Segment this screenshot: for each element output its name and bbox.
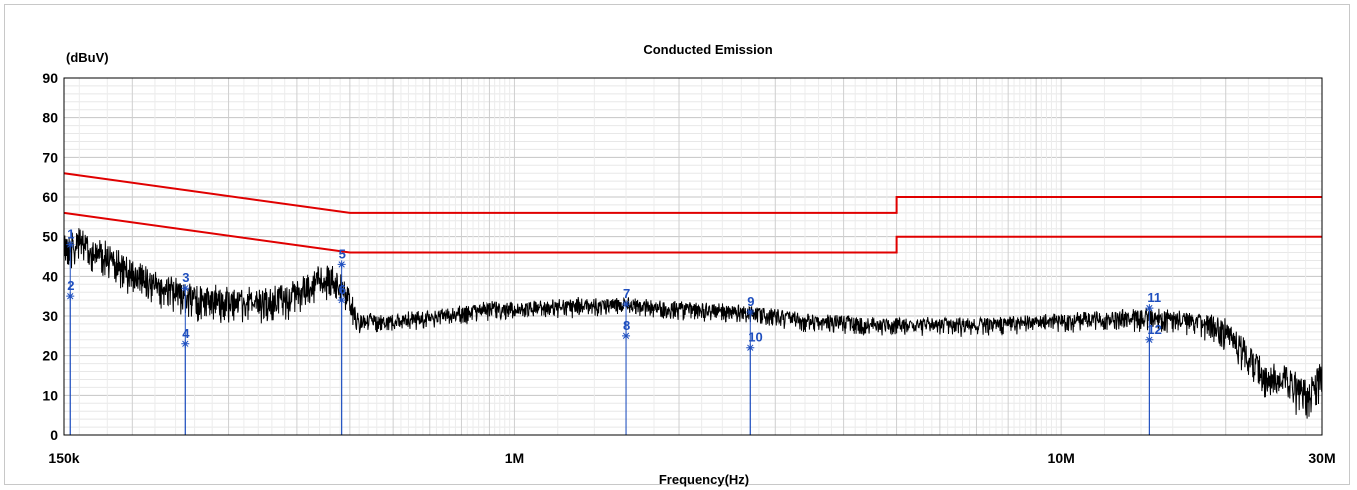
marker-point bbox=[746, 308, 755, 317]
marker-point bbox=[181, 284, 190, 293]
y-tick-label: 50 bbox=[42, 229, 58, 245]
marker-label: 7 bbox=[623, 286, 630, 301]
marker-label: 12 bbox=[1147, 322, 1161, 337]
x-tick-label: 1M bbox=[505, 450, 524, 466]
marker-point bbox=[1145, 335, 1154, 344]
marker-point bbox=[66, 240, 75, 249]
marker-label: 1 bbox=[67, 227, 74, 242]
plot-border bbox=[63, 77, 1323, 436]
marker-label: 5 bbox=[339, 246, 346, 261]
marker-label: 4 bbox=[182, 326, 190, 341]
limit-line bbox=[63, 172, 1322, 214]
limit-line bbox=[63, 211, 1322, 254]
marker-point bbox=[746, 343, 755, 352]
y-tick-label: 90 bbox=[42, 70, 58, 86]
marker-label: 10 bbox=[748, 330, 762, 345]
emission-trace-line bbox=[63, 228, 1323, 419]
marker-label: 3 bbox=[182, 270, 189, 285]
marker-label: 2 bbox=[67, 278, 74, 293]
grid bbox=[64, 77, 1322, 436]
marker-label: 6 bbox=[339, 282, 346, 297]
y-tick-label: 0 bbox=[50, 427, 58, 443]
x-axis-label: Frequency(Hz) bbox=[659, 472, 749, 487]
y-tick-labels: 0 10 20 30 40 50 60 70 80 90 bbox=[42, 70, 58, 443]
y-tick-label: 40 bbox=[42, 268, 58, 284]
marker-point bbox=[66, 292, 75, 301]
y-tick-label: 60 bbox=[42, 189, 58, 205]
x-tick-label: 30M bbox=[1308, 450, 1335, 466]
marker-point bbox=[337, 296, 346, 305]
x-tick-label: 150k bbox=[48, 450, 79, 466]
marker-point bbox=[337, 260, 346, 269]
y-tick-label: 20 bbox=[42, 348, 58, 364]
marker-point bbox=[1145, 304, 1154, 313]
y-tick-label: 80 bbox=[42, 110, 58, 126]
y-tick-label: 30 bbox=[42, 308, 58, 324]
y-tick-label: 10 bbox=[42, 387, 58, 403]
marker-label: 8 bbox=[623, 318, 630, 333]
y-axis-label: (dBuV) bbox=[66, 50, 109, 65]
x-tick-labels: 150k 1M 10M 30M bbox=[48, 450, 1335, 466]
x-tick-label: 10M bbox=[1048, 450, 1075, 466]
y-tick-label: 70 bbox=[42, 149, 58, 165]
marker-label: 11 bbox=[1147, 290, 1161, 305]
marker-label: 9 bbox=[747, 294, 754, 309]
marker-point bbox=[622, 331, 631, 340]
chart-title: Conducted Emission bbox=[643, 42, 772, 57]
marker-point bbox=[181, 339, 190, 348]
emission-trace bbox=[63, 228, 1323, 419]
marker-point bbox=[622, 300, 631, 309]
limit-lines bbox=[63, 172, 1322, 254]
